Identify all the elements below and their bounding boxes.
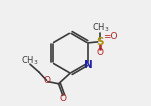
Text: O: O [60, 94, 67, 103]
Text: S: S [97, 37, 104, 47]
Text: CH$_3$: CH$_3$ [21, 55, 38, 67]
Text: N: N [84, 60, 93, 70]
Text: CH$_3$: CH$_3$ [92, 22, 109, 34]
Text: =O: =O [103, 32, 117, 41]
Text: O: O [97, 48, 104, 57]
Text: O: O [43, 76, 50, 85]
